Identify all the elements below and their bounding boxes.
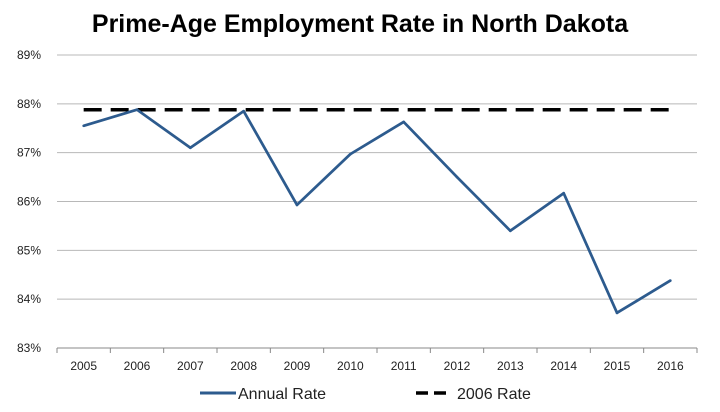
data-point-annual-rate (562, 191, 565, 195)
y-tick-label: 88% (17, 97, 41, 111)
y-axis-labels: 83% 84% 85% 86% 87% 88% 89% (17, 48, 41, 355)
data-point-annual-rate (135, 108, 139, 111)
y-tick-label: 83% (17, 341, 41, 355)
y-tick-label: 89% (17, 48, 41, 62)
data-point-annual-rate (349, 152, 352, 156)
series-lines (82, 107, 672, 315)
x-tick-label: 2006 (124, 359, 151, 373)
x-axis (56, 347, 698, 353)
chart-title: Prime-Age Employment Rate in North Dakot… (91, 10, 629, 38)
data-point-annual-rate (402, 120, 405, 124)
x-tick-label: 2015 (604, 359, 631, 373)
legend: Annual Rate 2006 Rate (200, 386, 531, 403)
x-tick-label: 2007 (177, 359, 204, 373)
data-point-annual-rate (295, 203, 299, 207)
x-axis-labels: 2005 2006 2007 2008 2009 2010 2011 2012 2013 2014… (70, 359, 684, 373)
x-tick-label: 2008 (230, 359, 257, 373)
x-tick-label: 2009 (284, 359, 311, 373)
data-point-annual-rate (509, 229, 512, 233)
y-tick-label: 85% (17, 243, 41, 257)
x-tick-label: 2010 (337, 359, 364, 373)
data-point-annual-rate (455, 175, 459, 179)
y-tick-label: 87% (17, 146, 41, 160)
x-tick-label: 2011 (391, 359, 417, 373)
legend-label-annual-rate: Annual Rate (238, 386, 326, 403)
x-tick-label: 2013 (497, 359, 524, 373)
gridlines (57, 54, 697, 349)
data-point-annual-rate (669, 279, 672, 282)
x-tick-label: 2012 (444, 359, 471, 373)
data-point-annual-rate (189, 146, 192, 150)
y-tick-label: 86% (17, 195, 41, 209)
legend-label-2006-rate: 2006 Rate (457, 386, 531, 403)
data-point-annual-rate (242, 109, 245, 113)
data-point-annual-rate (615, 311, 619, 315)
x-tick-label: 2005 (70, 359, 97, 373)
data-point-annual-rate (82, 124, 85, 128)
y-tick-label: 84% (17, 292, 41, 306)
series-line-annual-rate (83, 108, 672, 315)
x-tick-label: 2014 (550, 359, 577, 373)
x-tick-label: 2016 (657, 359, 684, 373)
